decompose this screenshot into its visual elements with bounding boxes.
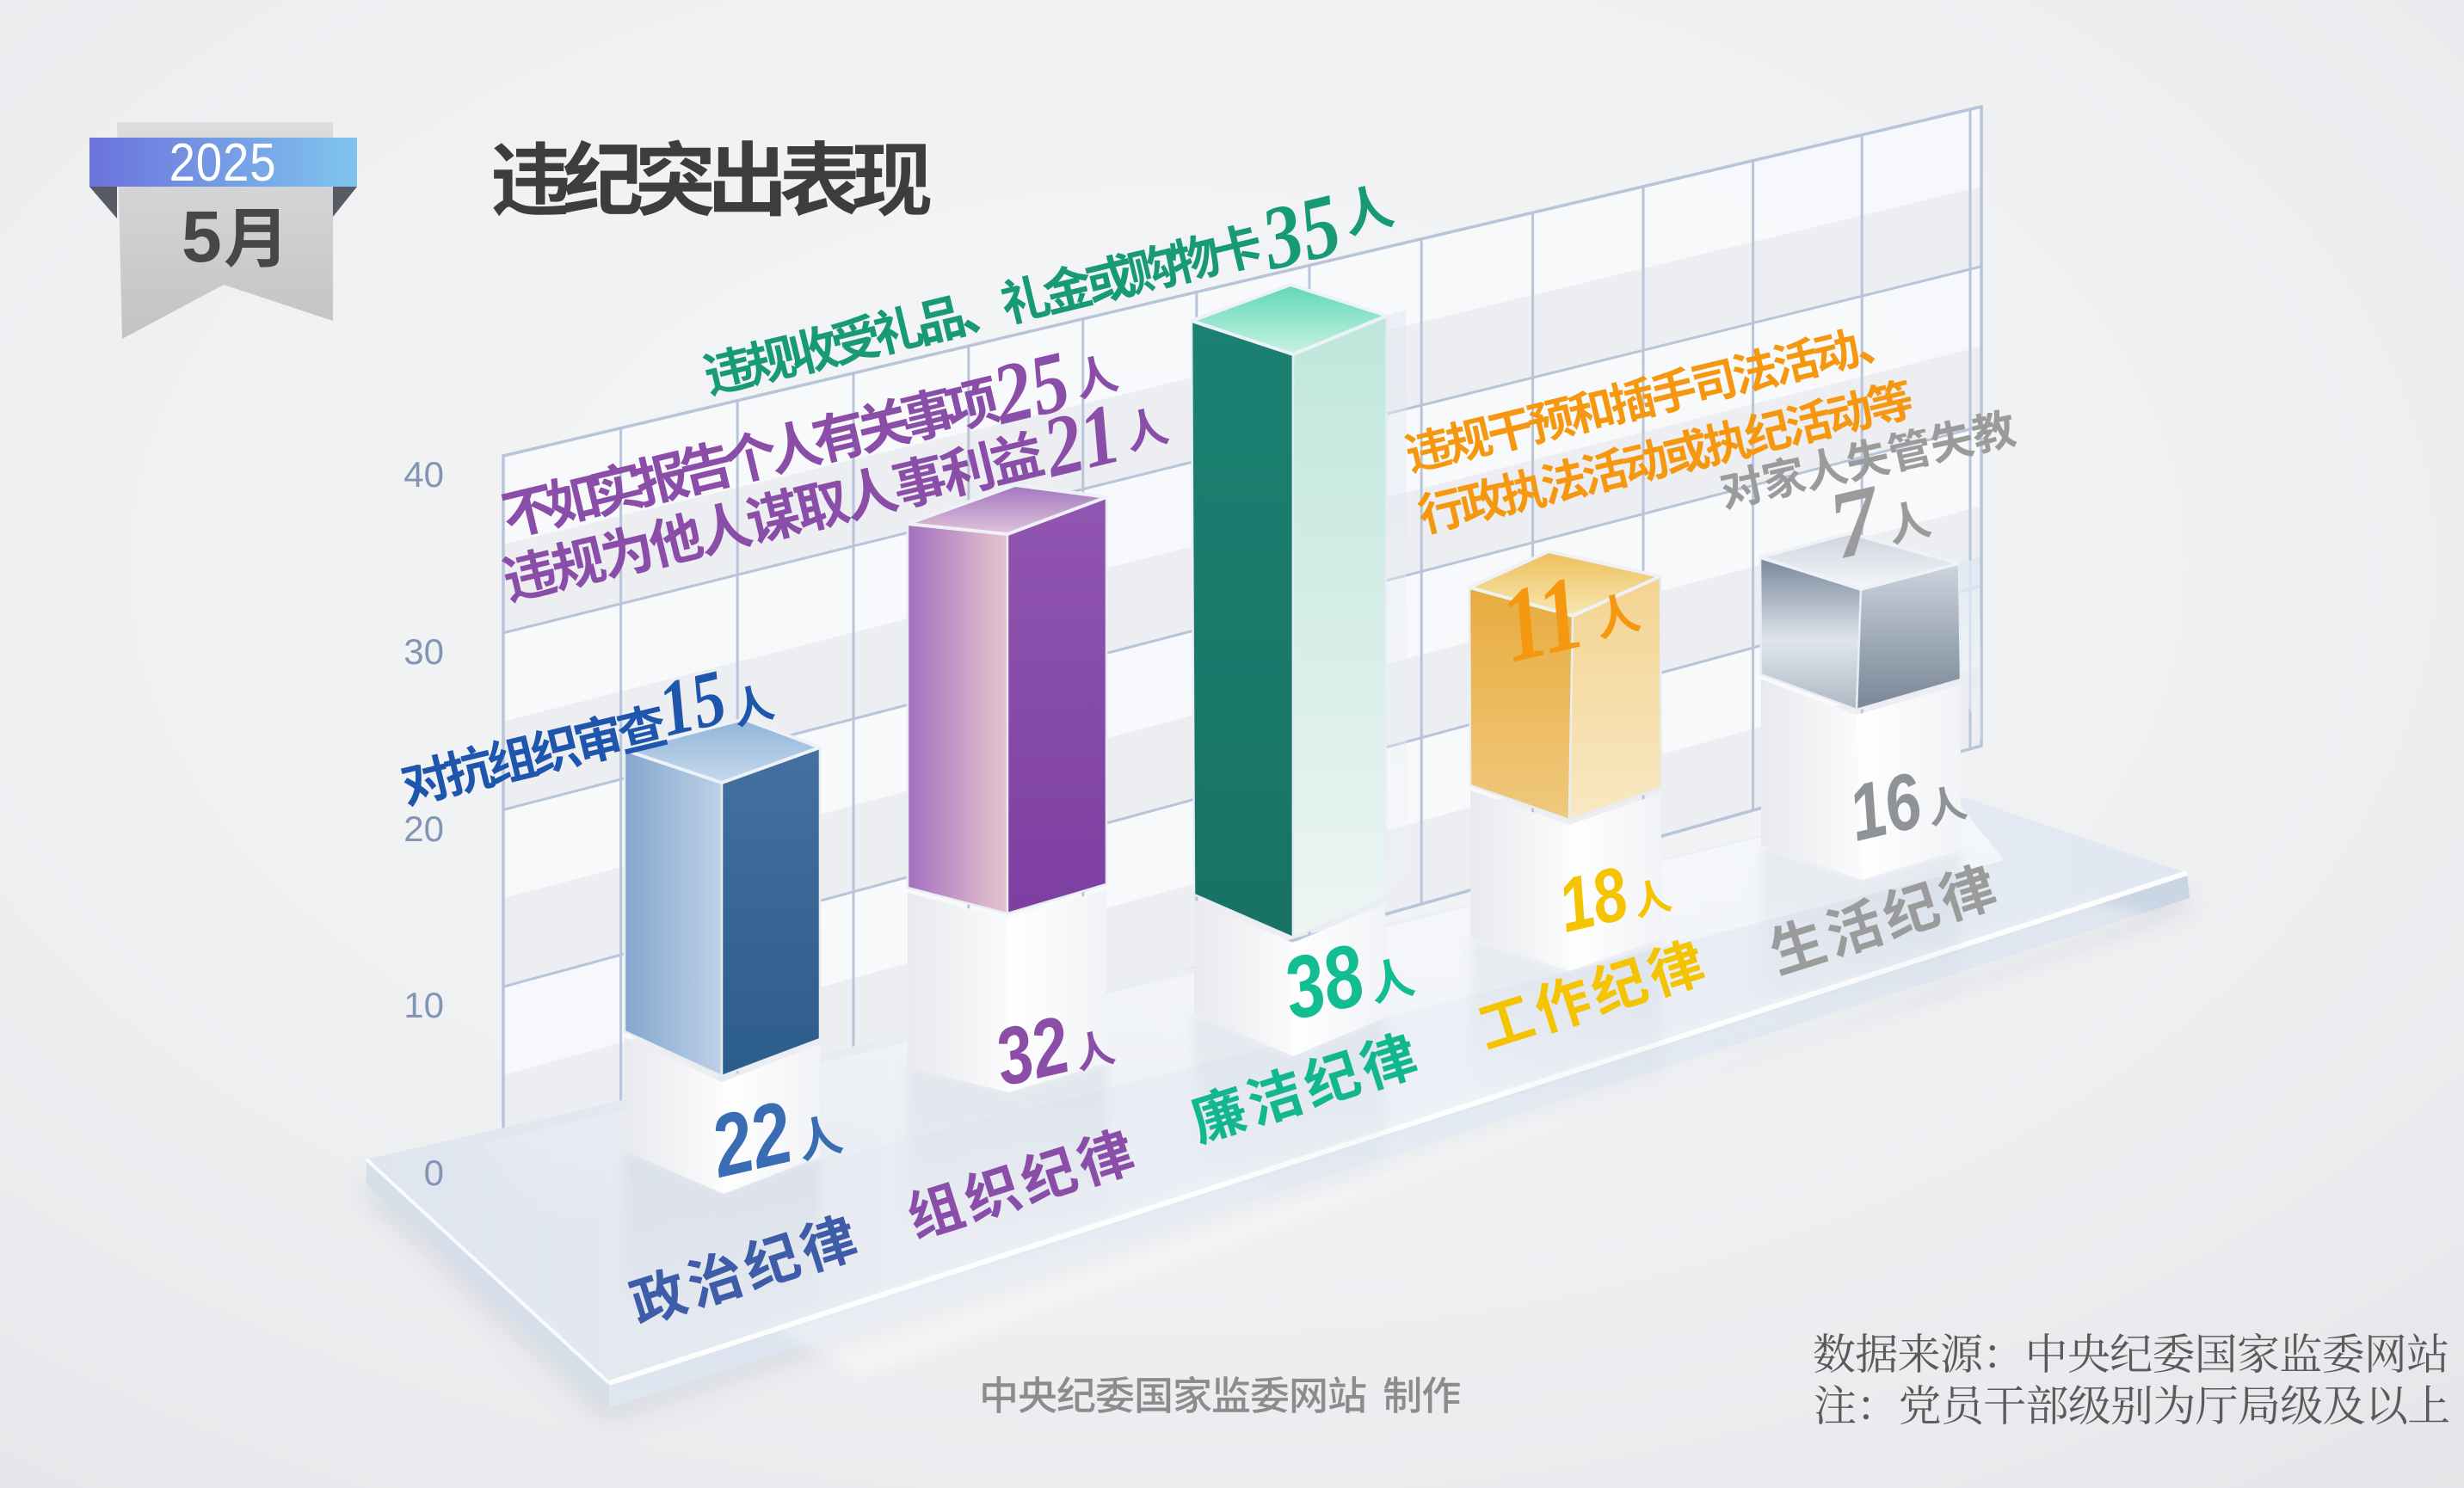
svg-text:10: 10 bbox=[403, 985, 444, 1025]
svg-text:20: 20 bbox=[403, 809, 444, 849]
svg-text:2025: 2025 bbox=[169, 133, 277, 193]
svg-text:5: 5 bbox=[182, 196, 222, 277]
svg-text:0: 0 bbox=[424, 1153, 444, 1193]
svg-text:30: 30 bbox=[403, 631, 444, 672]
svg-text:40: 40 bbox=[403, 454, 444, 495]
